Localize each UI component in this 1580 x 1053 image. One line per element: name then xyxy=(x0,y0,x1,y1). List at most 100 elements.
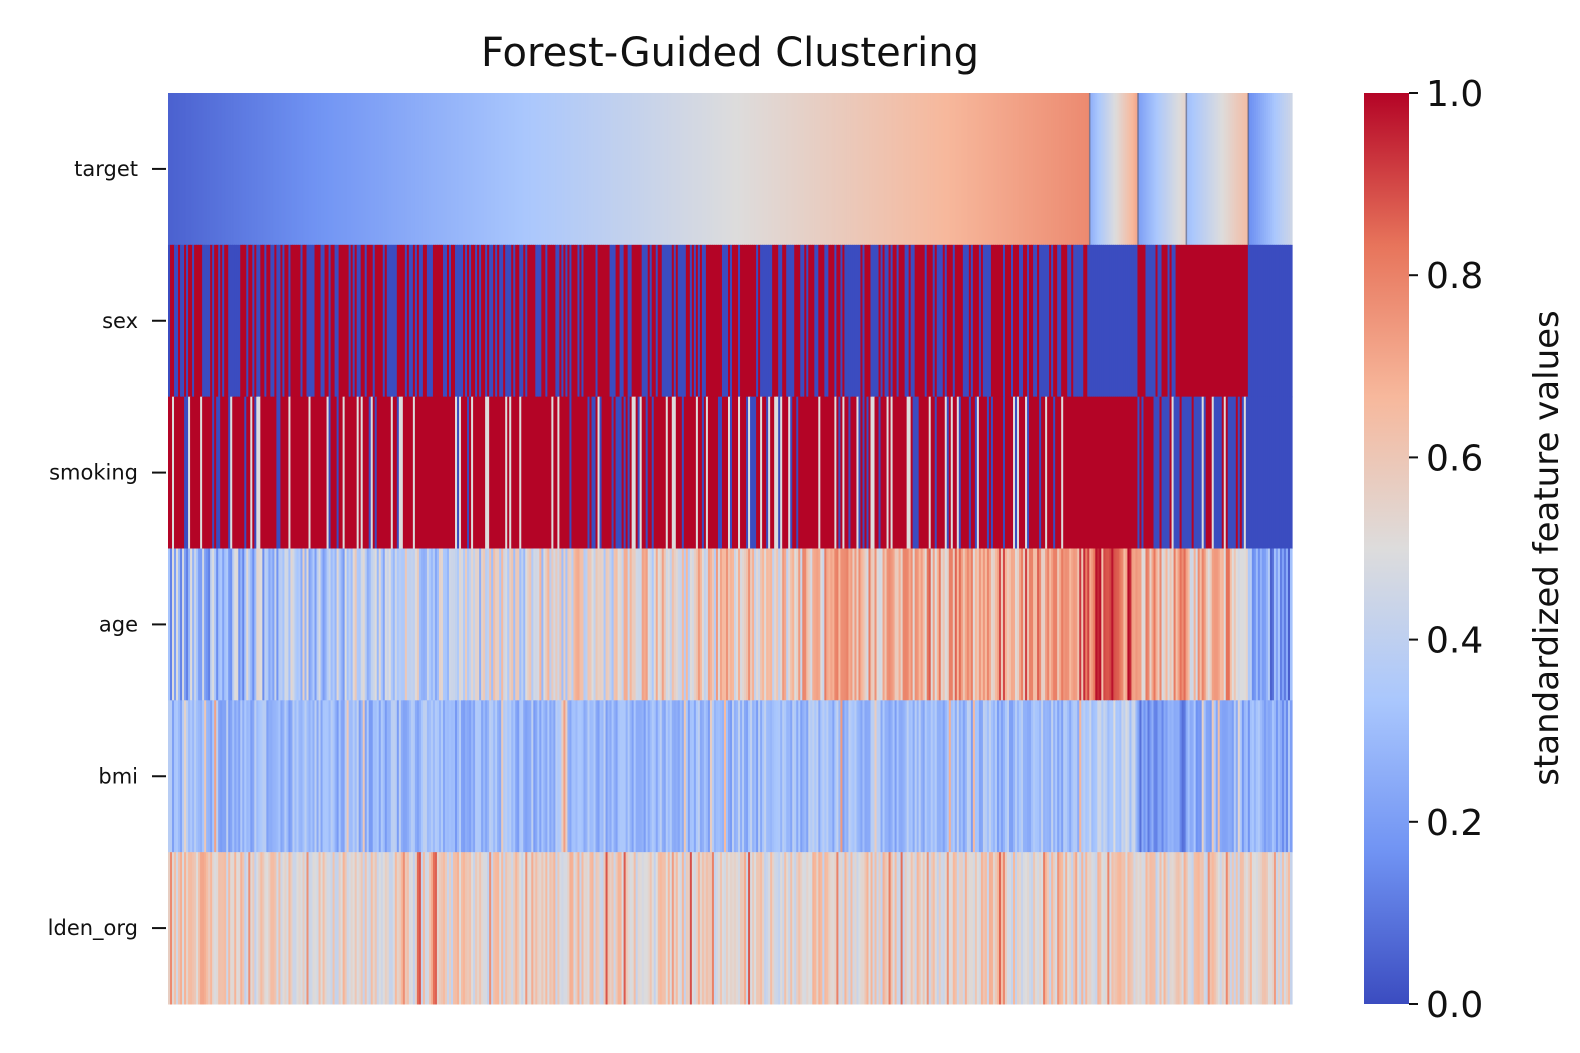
heatmap-cell xyxy=(242,244,245,398)
heatmap-cell xyxy=(1099,93,1102,246)
heatmap-cell xyxy=(360,700,364,853)
heatmap-cell xyxy=(527,548,530,701)
heatmap-cell xyxy=(1251,244,1255,398)
heatmap-cell xyxy=(669,244,673,398)
heatmap-cell xyxy=(661,244,665,398)
heatmap-cell xyxy=(808,852,811,1005)
heatmap-cell xyxy=(738,93,741,246)
heatmap-cell xyxy=(1253,852,1257,1005)
heatmap-cell xyxy=(1017,700,1020,853)
heatmap-cell xyxy=(1221,396,1225,549)
heatmap-cell xyxy=(990,244,994,398)
heatmap-cell xyxy=(216,852,219,1005)
heatmap-cell xyxy=(254,396,257,549)
heatmap-cell xyxy=(176,93,179,246)
heatmap-cell xyxy=(621,548,625,701)
heatmap-cell xyxy=(1004,244,1008,398)
heatmap-cell xyxy=(1137,396,1141,549)
heatmap-cell xyxy=(1135,700,1139,853)
heatmap-cell xyxy=(1257,700,1261,853)
heatmap-cell xyxy=(451,93,454,246)
heatmap-cell xyxy=(250,700,253,853)
heatmap-cell xyxy=(1223,700,1227,853)
heatmap-cell xyxy=(1283,244,1287,398)
heatmap-cell xyxy=(1109,852,1112,1005)
heatmap-cell xyxy=(180,852,183,1005)
heatmap-cell xyxy=(1065,244,1068,398)
heatmap-cell xyxy=(1259,548,1263,701)
heatmap-cell xyxy=(852,548,856,701)
heatmap-cell xyxy=(188,700,191,853)
heatmap-cell xyxy=(434,396,438,549)
heatmap-cell xyxy=(918,396,922,549)
heatmap-cell xyxy=(928,700,932,853)
heatmap-cell xyxy=(671,396,675,549)
heatmap-cell xyxy=(400,244,404,398)
heatmap-cell xyxy=(1023,93,1026,246)
heatmap-cell xyxy=(1145,396,1149,549)
heatmap-cell xyxy=(1037,548,1040,701)
heatmap-cell xyxy=(1187,93,1191,246)
heatmap-cell xyxy=(364,700,368,853)
heatmap-cell xyxy=(946,93,950,246)
heatmap-cell xyxy=(402,852,406,1005)
heatmap-cell xyxy=(599,244,603,398)
heatmap-cell xyxy=(1281,852,1285,1005)
heatmap-cell xyxy=(503,700,506,853)
heatmap-cell xyxy=(1231,852,1235,1005)
heatmap-cell xyxy=(268,396,271,549)
heatmap-cell xyxy=(786,548,789,701)
heatmap-cell xyxy=(256,548,259,701)
heatmap-cell xyxy=(1257,852,1261,1005)
heatmap-cell xyxy=(878,700,882,853)
heatmap-cell xyxy=(276,244,279,398)
heatmap-cell xyxy=(645,244,649,398)
heatmap-cell xyxy=(908,548,912,701)
heatmap-cell xyxy=(316,548,320,701)
heatmap-cell xyxy=(709,396,713,549)
heatmap-cell xyxy=(1029,852,1032,1005)
heatmap-cell xyxy=(924,700,928,853)
heatmap-cell xyxy=(850,548,854,701)
heatmap-cell xyxy=(794,244,797,398)
heatmap-cell xyxy=(597,700,601,853)
heatmap-cell xyxy=(713,244,717,398)
heatmap-cell xyxy=(1006,396,1010,549)
heatmap-cell xyxy=(1245,548,1249,701)
heatmap-cell xyxy=(882,396,886,549)
heatmap-cell xyxy=(288,93,292,246)
heatmap-cell xyxy=(501,93,504,246)
heatmap-cell xyxy=(388,93,392,246)
heatmap-cell xyxy=(338,93,342,246)
heatmap-cell xyxy=(597,396,601,549)
heatmap-cell xyxy=(1083,700,1086,853)
heatmap-cell xyxy=(675,700,679,853)
heatmap-cell xyxy=(204,700,207,853)
heatmap-cell xyxy=(422,396,426,549)
heatmap-cell xyxy=(1063,852,1066,1005)
heatmap-cell xyxy=(1255,548,1259,701)
heatmap-cell xyxy=(954,700,958,853)
heatmap-cell xyxy=(1101,700,1104,853)
heatmap-cell xyxy=(828,852,831,1005)
heatmap-cell xyxy=(204,244,207,398)
heatmap-cell xyxy=(994,852,998,1005)
heatmap-cell xyxy=(414,244,418,398)
heatmap-cell xyxy=(1283,700,1287,853)
heatmap-cell xyxy=(894,548,898,701)
heatmap-cell xyxy=(978,852,982,1005)
heatmap-cell xyxy=(561,852,565,1005)
heatmap-cell xyxy=(392,852,396,1005)
heatmap-cell xyxy=(1279,396,1283,549)
heatmap-cell xyxy=(214,93,217,246)
heatmap-cell xyxy=(438,244,442,398)
heatmap-cell xyxy=(523,93,526,246)
heatmap-cell xyxy=(611,244,615,398)
heatmap-cell xyxy=(627,852,631,1005)
heatmap-cell xyxy=(196,700,199,853)
heatmap-cell xyxy=(930,700,934,853)
heatmap-cell xyxy=(956,396,960,549)
heatmap-cell xyxy=(645,396,649,549)
heatmap-cell xyxy=(1155,396,1159,549)
heatmap-cell xyxy=(174,852,177,1005)
